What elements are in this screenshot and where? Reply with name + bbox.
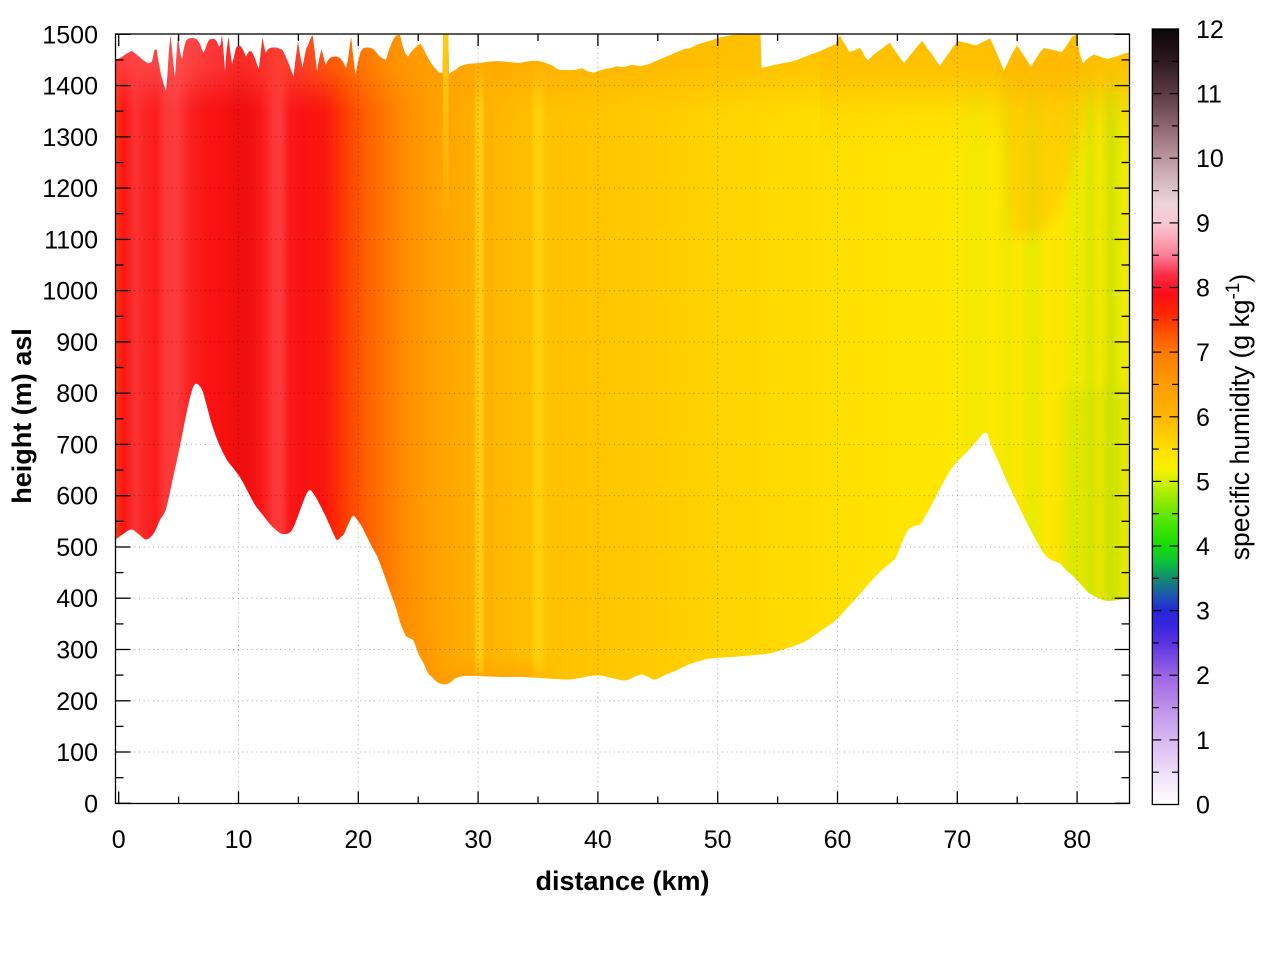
svg-text:500: 500 [56, 534, 98, 562]
svg-text:1300: 1300 [42, 124, 98, 152]
svg-text:11: 11 [1196, 81, 1222, 109]
svg-text:1500: 1500 [42, 21, 98, 49]
svg-text:600: 600 [56, 483, 98, 511]
svg-text:100: 100 [56, 739, 98, 767]
svg-text:80: 80 [1063, 826, 1091, 854]
svg-text:3: 3 [1196, 598, 1210, 626]
svg-text:10: 10 [225, 826, 253, 854]
svg-text:4: 4 [1196, 533, 1210, 561]
svg-text:1100: 1100 [44, 226, 98, 254]
svg-text:1000: 1000 [42, 278, 98, 306]
svg-text:0: 0 [84, 790, 98, 818]
svg-text:1: 1 [1196, 727, 1210, 755]
svg-text:specific humidity (g kg-1): specific humidity (g kg-1) [1223, 274, 1255, 560]
svg-text:6: 6 [1196, 404, 1210, 432]
svg-text:5: 5 [1196, 468, 1210, 496]
svg-text:900: 900 [56, 329, 98, 357]
svg-text:0: 0 [112, 826, 126, 854]
svg-text:10: 10 [1196, 145, 1224, 173]
svg-text:200: 200 [56, 688, 98, 716]
svg-text:800: 800 [56, 380, 98, 408]
svg-text:70: 70 [943, 826, 971, 854]
svg-text:distance (km): distance (km) [535, 866, 709, 896]
svg-text:7: 7 [1196, 339, 1210, 367]
svg-text:0: 0 [1196, 792, 1210, 820]
svg-text:700: 700 [56, 431, 98, 459]
svg-text:9: 9 [1196, 210, 1210, 238]
svg-text:300: 300 [56, 637, 98, 665]
svg-text:height (m) asl: height (m) asl [7, 328, 37, 504]
svg-text:12: 12 [1196, 16, 1224, 44]
svg-text:20: 20 [344, 826, 372, 854]
svg-text:400: 400 [56, 585, 98, 613]
svg-text:40: 40 [584, 826, 612, 854]
svg-text:50: 50 [704, 826, 732, 854]
svg-text:60: 60 [824, 826, 852, 854]
svg-text:1400: 1400 [42, 73, 98, 101]
svg-text:8: 8 [1196, 275, 1210, 303]
svg-text:1200: 1200 [42, 175, 98, 203]
svg-text:30: 30 [464, 826, 492, 854]
svg-text:2: 2 [1196, 662, 1210, 690]
